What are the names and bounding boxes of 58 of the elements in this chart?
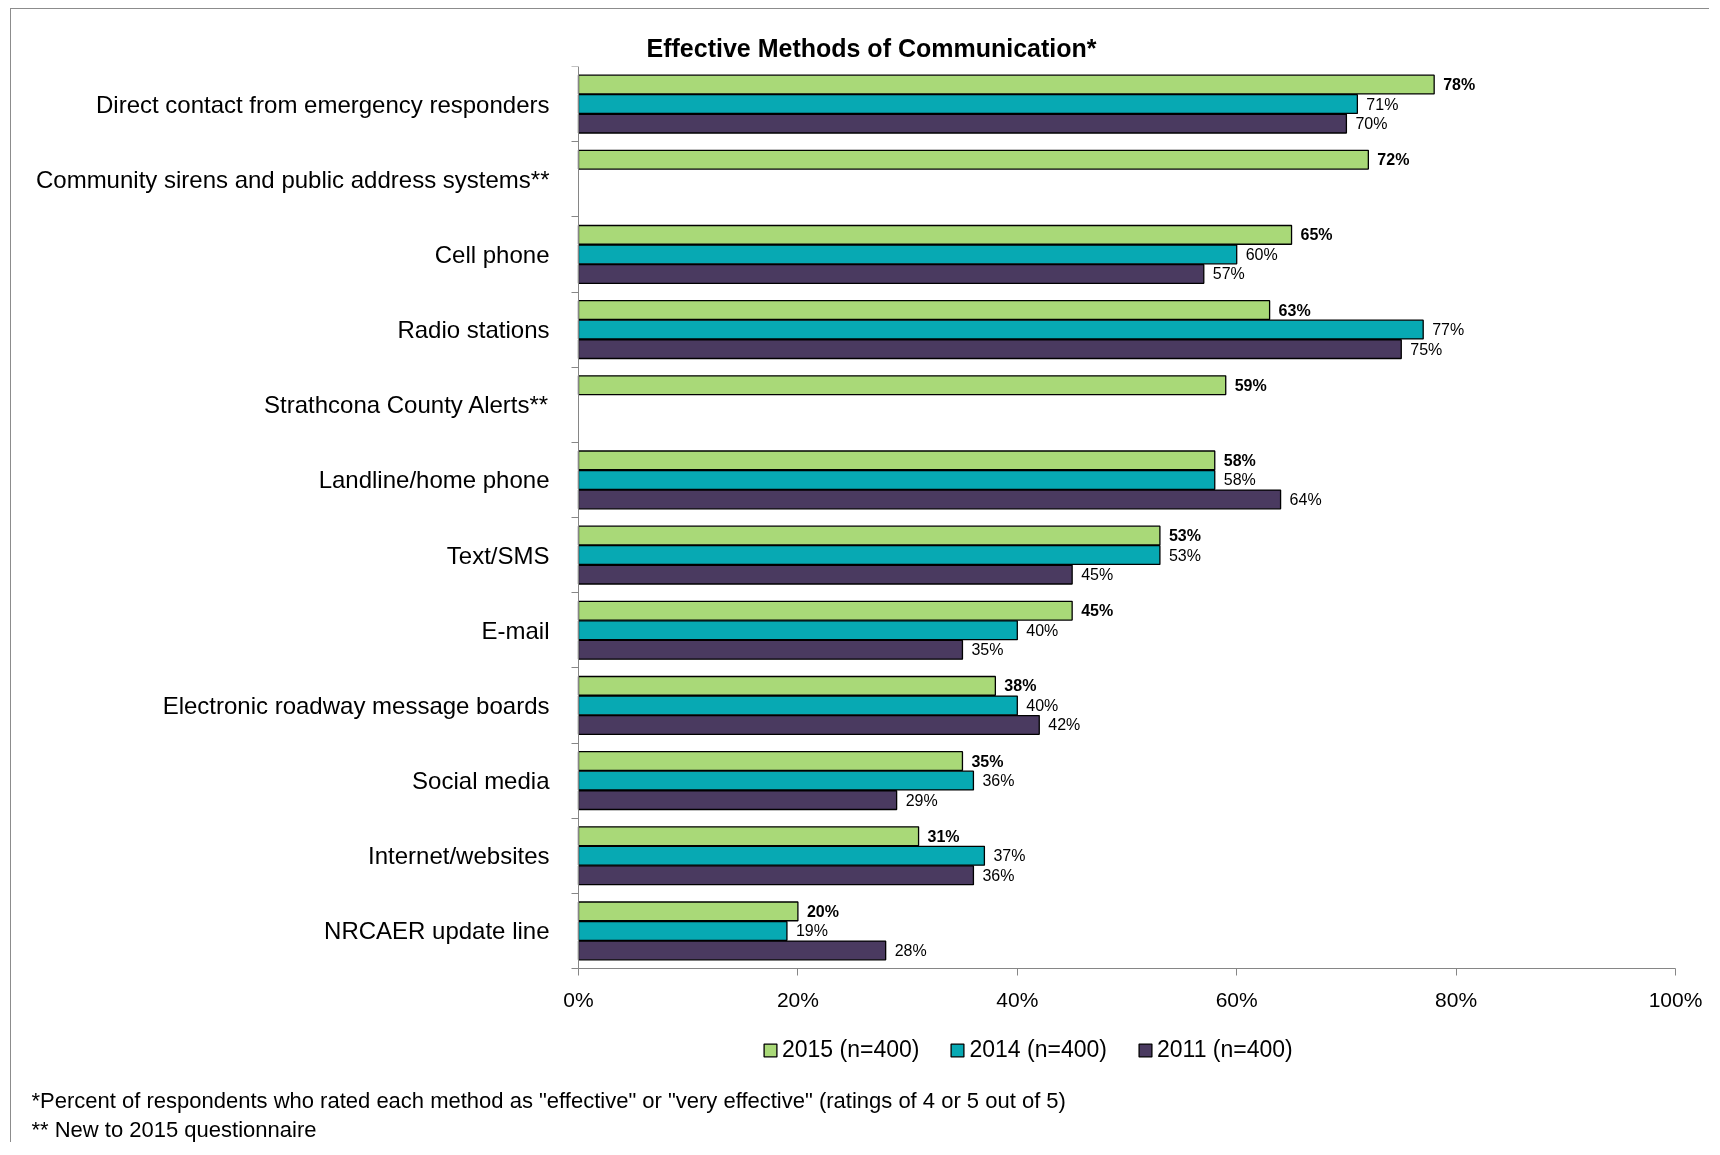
- data-label: 59%: [1234, 376, 1267, 394]
- y-tick-label: Electronic roadway message boards: [162, 691, 550, 719]
- x-tick-label: 80%: [1435, 987, 1478, 1011]
- data-label: 29%: [905, 791, 938, 809]
- data-label: 75%: [1410, 340, 1443, 358]
- data-label: 38%: [1004, 677, 1037, 695]
- y-tick-label: Strathcona County Alerts**: [264, 391, 549, 419]
- data-label: 20%: [806, 902, 839, 920]
- x-tick-label: 0%: [563, 987, 594, 1011]
- x-tick-label: 20%: [776, 987, 819, 1011]
- legend-label: 2014 (n=400): [969, 1036, 1107, 1063]
- data-label: 37%: [993, 847, 1026, 865]
- data-label: 71%: [1366, 95, 1399, 113]
- data-label: 28%: [894, 941, 927, 959]
- x-tick-label: 40%: [996, 987, 1039, 1011]
- data-label: 45%: [1081, 566, 1114, 584]
- text: ** New to 2015 questionnaire: [31, 1116, 317, 1142]
- data-label: 64%: [1289, 490, 1322, 508]
- x-tick-label: 60%: [1215, 987, 1258, 1011]
- data-label: 57%: [1212, 265, 1245, 283]
- data-label: 42%: [1048, 716, 1081, 734]
- data-label: 36%: [982, 772, 1015, 790]
- data-label: 72%: [1377, 151, 1410, 169]
- data-label: 60%: [1245, 245, 1278, 263]
- bar: [577, 149, 1369, 170]
- data-label: 77%: [1432, 321, 1465, 339]
- data-label: 63%: [1278, 301, 1311, 319]
- text: *Percent of respondents who rated each method as "effective" or "very effective" (ratings of 4 or 5 out of 5): [31, 1087, 1066, 1113]
- data-label: 35%: [971, 752, 1004, 770]
- data-label: 36%: [982, 866, 1015, 884]
- data-label: 53%: [1168, 527, 1201, 545]
- data-label: 35%: [971, 641, 1004, 659]
- data-label: 78%: [1443, 76, 1476, 94]
- data-label: 19%: [795, 922, 828, 940]
- y-tick-label: Text/SMS: [446, 541, 550, 569]
- y-tick-label: Internet/websites: [368, 842, 550, 870]
- data-label: 45%: [1081, 602, 1114, 620]
- data-label: 53%: [1168, 546, 1201, 564]
- data-label: 65%: [1300, 226, 1333, 244]
- data-label: 58%: [1223, 471, 1256, 489]
- data-label: 40%: [1026, 621, 1059, 639]
- y-tick-label: Community sirens and public address systems**: [35, 165, 550, 193]
- legend-label: 2011 (n=400): [1156, 1036, 1293, 1063]
- y-tick-label: Social media: [412, 767, 551, 795]
- data-label: 70%: [1355, 115, 1388, 133]
- y-tick-label: NRCAER update line: [324, 917, 550, 945]
- y-tick-label: Cell phone: [434, 240, 550, 268]
- data-label: 40%: [1026, 696, 1059, 714]
- bar: [577, 375, 1227, 396]
- chart-title: Effective Methods of Communication*: [646, 33, 1097, 62]
- x-tick-label: 100%: [1648, 987, 1703, 1011]
- data-label: 58%: [1223, 451, 1256, 469]
- y-tick-label: Landline/home phone: [318, 466, 550, 494]
- legend-label: 2015 (n=400): [782, 1036, 920, 1063]
- data-label: 31%: [927, 827, 960, 845]
- y-tick-label: E-mail: [481, 616, 550, 644]
- y-tick-label: Direct contact from emergency responders: [95, 90, 550, 118]
- y-tick-label: Radio stations: [397, 316, 550, 344]
